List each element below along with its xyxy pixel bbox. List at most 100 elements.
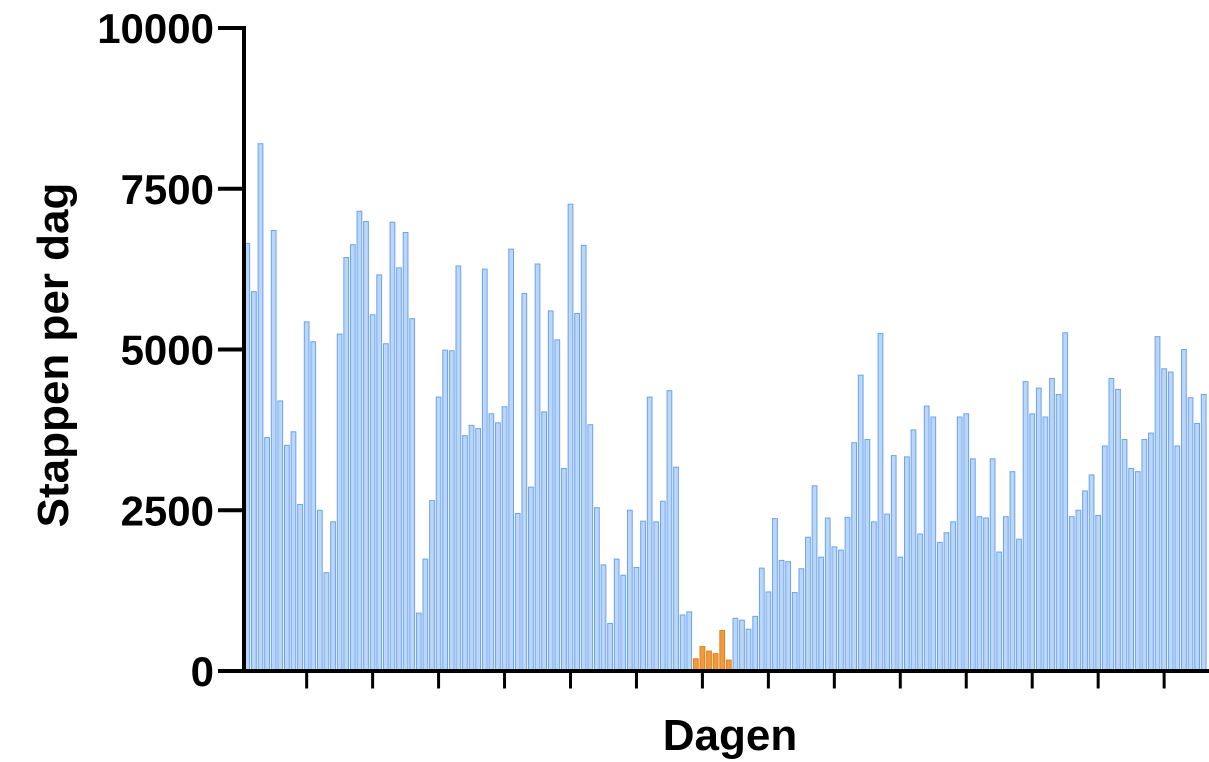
y-tick-label: 7500 <box>121 166 214 213</box>
bar-highlighted <box>706 650 712 672</box>
bar <box>277 400 284 672</box>
bar <box>574 312 580 672</box>
bar <box>343 257 350 672</box>
bar <box>369 314 376 672</box>
bar <box>528 486 534 672</box>
bar <box>904 456 910 672</box>
bar <box>659 500 666 672</box>
bar <box>1101 445 1108 672</box>
bar <box>963 413 970 672</box>
bar <box>923 405 930 672</box>
bar <box>264 437 270 672</box>
bar <box>514 512 521 672</box>
bar <box>1115 388 1121 672</box>
bar-highlighted <box>699 646 706 672</box>
bar <box>818 556 825 672</box>
bar <box>547 310 554 672</box>
bar <box>890 455 897 672</box>
bar <box>330 521 336 672</box>
bar <box>594 507 600 672</box>
bar <box>448 350 455 672</box>
bar <box>409 318 416 672</box>
bar <box>495 422 501 672</box>
bar <box>1055 394 1062 672</box>
y-tick-label: 10000 <box>97 5 214 52</box>
bar <box>956 416 963 672</box>
bar <box>1108 377 1115 672</box>
bar <box>811 485 818 672</box>
bar <box>316 509 323 672</box>
bar <box>666 390 673 672</box>
bar <box>422 558 429 672</box>
bar <box>943 532 950 672</box>
bar <box>851 442 857 672</box>
bar <box>831 546 838 672</box>
bar <box>983 517 989 672</box>
bar <box>1068 516 1075 672</box>
bar <box>284 444 290 672</box>
bar <box>772 518 778 672</box>
bar <box>534 263 541 672</box>
bar <box>567 203 574 672</box>
bar <box>686 611 693 672</box>
bar <box>382 343 389 672</box>
bar <box>1029 413 1036 672</box>
bar <box>554 339 561 672</box>
bar <box>917 533 923 672</box>
bar <box>1088 474 1095 672</box>
bar <box>620 574 627 672</box>
bar <box>541 411 547 672</box>
bar <box>561 467 567 672</box>
bar <box>415 612 422 672</box>
bar <box>758 567 765 672</box>
y-tick-label: 2500 <box>121 487 214 534</box>
bar <box>653 521 660 672</box>
bar <box>1181 349 1187 672</box>
axes-group <box>218 26 1209 689</box>
bar <box>844 516 851 672</box>
bar <box>455 265 462 672</box>
bar <box>1200 394 1207 672</box>
bar <box>442 349 449 672</box>
bar <box>1049 377 1055 672</box>
bar <box>356 210 363 672</box>
bar <box>798 568 805 672</box>
y-tick-label: 5000 <box>121 327 214 374</box>
bar <box>989 458 996 672</box>
bar <box>785 561 792 672</box>
bar <box>323 572 330 672</box>
bar <box>936 541 943 672</box>
bar-highlighted <box>719 629 726 672</box>
bar <box>613 558 620 672</box>
bar <box>1187 397 1194 672</box>
bar <box>1174 445 1181 672</box>
bar <box>1075 509 1082 672</box>
bar <box>996 551 1003 672</box>
bar-highlighted <box>712 653 719 672</box>
bar <box>1141 439 1148 672</box>
bar <box>1062 332 1069 672</box>
bar <box>1095 514 1102 672</box>
bar <box>521 293 528 672</box>
bar <box>950 521 956 672</box>
bar <box>910 429 917 672</box>
bar <box>1035 387 1042 672</box>
bar <box>732 617 739 672</box>
bar <box>1161 368 1167 672</box>
bar <box>468 424 475 672</box>
bar <box>488 413 495 672</box>
bar <box>824 517 831 672</box>
bar <box>310 341 317 672</box>
bar <box>376 274 383 672</box>
bar <box>871 521 877 672</box>
bar <box>580 244 587 672</box>
bar <box>679 614 686 672</box>
bar <box>1167 371 1174 672</box>
bar <box>626 509 633 672</box>
bar <box>297 503 303 672</box>
bar <box>864 439 871 672</box>
bar <box>303 321 310 672</box>
bar <box>805 536 811 672</box>
bar <box>1002 516 1009 672</box>
